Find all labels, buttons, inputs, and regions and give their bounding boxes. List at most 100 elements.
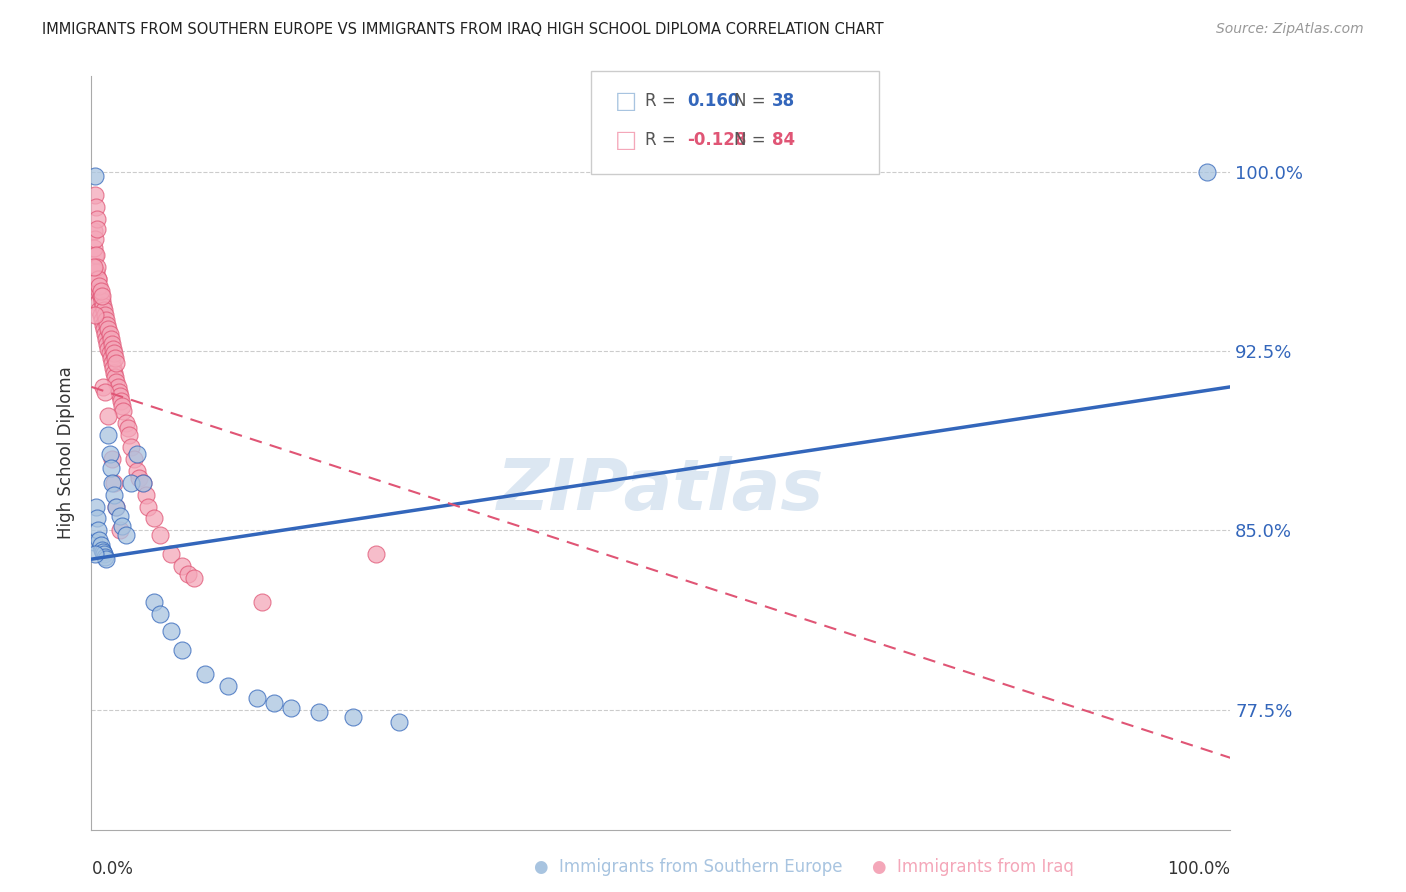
Point bbox=[125, 447, 148, 461]
Point bbox=[105, 356, 128, 370]
Point bbox=[83, 188, 105, 202]
Point bbox=[89, 303, 111, 318]
Point bbox=[86, 284, 108, 298]
Point bbox=[172, 643, 194, 657]
Point bbox=[217, 679, 239, 693]
Point bbox=[114, 416, 136, 430]
Point bbox=[149, 528, 172, 542]
Point bbox=[96, 336, 118, 351]
Point bbox=[128, 471, 150, 485]
Point bbox=[91, 545, 114, 559]
Point bbox=[143, 511, 166, 525]
Point bbox=[364, 548, 387, 562]
Text: ●  Immigrants from Iraq: ● Immigrants from Iraq bbox=[872, 858, 1074, 876]
Text: R =: R = bbox=[645, 131, 676, 149]
Point bbox=[89, 289, 111, 303]
Y-axis label: High School Diploma: High School Diploma bbox=[58, 367, 76, 539]
Point bbox=[84, 201, 107, 215]
Point bbox=[87, 272, 110, 286]
Point bbox=[97, 409, 120, 423]
Point bbox=[97, 342, 120, 356]
Text: □: □ bbox=[614, 128, 637, 152]
Point bbox=[177, 566, 200, 581]
Text: R =: R = bbox=[645, 92, 676, 110]
Point bbox=[107, 384, 129, 399]
Point bbox=[108, 389, 131, 403]
Point bbox=[84, 248, 107, 262]
Point bbox=[104, 351, 127, 366]
Point bbox=[83, 548, 105, 562]
Point bbox=[103, 346, 125, 360]
Point bbox=[388, 714, 411, 729]
Point bbox=[83, 241, 105, 255]
Point bbox=[96, 318, 118, 332]
Point bbox=[98, 447, 121, 461]
Point bbox=[110, 394, 132, 409]
Point bbox=[83, 308, 105, 322]
Point bbox=[94, 384, 117, 399]
Text: ●  Immigrants from Southern Europe: ● Immigrants from Southern Europe bbox=[534, 858, 842, 876]
Point bbox=[90, 542, 112, 557]
Point bbox=[83, 224, 105, 238]
Point bbox=[94, 549, 117, 564]
Point bbox=[86, 222, 108, 236]
Point bbox=[125, 464, 148, 478]
Point bbox=[93, 303, 115, 318]
Point bbox=[101, 336, 124, 351]
Point bbox=[103, 366, 125, 380]
Point bbox=[98, 346, 121, 360]
Point bbox=[83, 169, 105, 184]
Point bbox=[160, 624, 183, 638]
Point bbox=[172, 559, 194, 574]
Point bbox=[97, 427, 120, 442]
Point bbox=[135, 487, 157, 501]
Point bbox=[93, 322, 115, 336]
Point bbox=[87, 296, 110, 310]
Point bbox=[117, 420, 139, 434]
Point bbox=[96, 552, 118, 566]
Point bbox=[87, 524, 110, 538]
Point bbox=[89, 533, 111, 547]
Point bbox=[82, 260, 104, 275]
Text: 0.160: 0.160 bbox=[688, 92, 740, 110]
Point bbox=[97, 322, 120, 336]
Point bbox=[1197, 164, 1219, 178]
Point bbox=[131, 475, 153, 490]
Point bbox=[96, 332, 118, 346]
Point bbox=[101, 342, 124, 356]
Point bbox=[90, 289, 112, 303]
Point bbox=[91, 380, 114, 394]
Text: 0.0%: 0.0% bbox=[91, 860, 134, 878]
Text: -0.128: -0.128 bbox=[688, 131, 747, 149]
Point bbox=[83, 231, 105, 245]
Point bbox=[105, 500, 128, 514]
Point bbox=[194, 667, 217, 681]
Point bbox=[90, 313, 112, 327]
Point bbox=[91, 318, 114, 332]
Point bbox=[114, 528, 136, 542]
Point bbox=[131, 475, 153, 490]
Point bbox=[263, 696, 285, 710]
Point bbox=[280, 700, 302, 714]
Point bbox=[245, 690, 267, 705]
Point bbox=[94, 327, 117, 342]
Point bbox=[138, 500, 160, 514]
Point bbox=[120, 475, 142, 490]
Point bbox=[87, 272, 110, 286]
Point bbox=[103, 487, 125, 501]
Text: 100.0%: 100.0% bbox=[1167, 860, 1230, 878]
Point bbox=[105, 500, 128, 514]
Point bbox=[118, 427, 141, 442]
Text: Source: ZipAtlas.com: Source: ZipAtlas.com bbox=[1216, 22, 1364, 37]
Point bbox=[86, 511, 108, 525]
Point bbox=[107, 380, 129, 394]
Point bbox=[89, 284, 111, 298]
Point bbox=[98, 327, 121, 342]
Text: N =: N = bbox=[734, 92, 765, 110]
Point bbox=[83, 260, 105, 275]
Point bbox=[111, 399, 134, 413]
Point bbox=[83, 535, 105, 549]
Text: □: □ bbox=[614, 89, 637, 112]
Text: IMMIGRANTS FROM SOUTHERN EUROPE VS IMMIGRANTS FROM IRAQ HIGH SCHOOL DIPLOMA CORR: IMMIGRANTS FROM SOUTHERN EUROPE VS IMMIG… bbox=[42, 22, 884, 37]
Point bbox=[83, 248, 105, 262]
